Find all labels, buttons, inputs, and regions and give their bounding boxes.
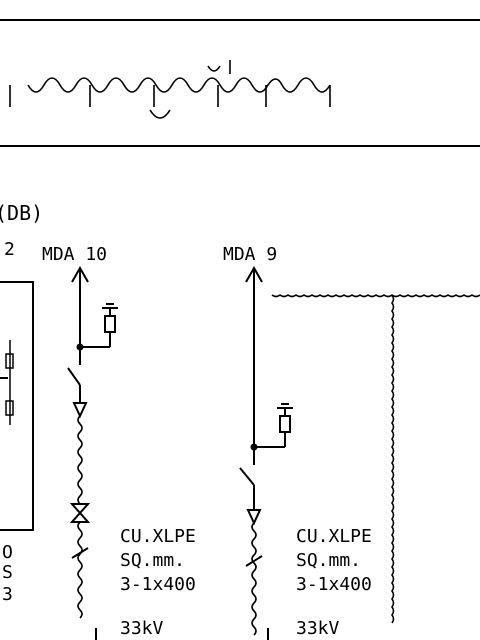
cable-icon bbox=[251, 522, 257, 636]
cable-voltage: 33kV bbox=[120, 618, 164, 639]
cable-size: 3-1x400 bbox=[120, 574, 196, 595]
surge-arrester-icon bbox=[104, 315, 116, 333]
cable-icon-lower bbox=[77, 521, 83, 619]
revision-cloud bbox=[271, 294, 480, 624]
left-fragment: 2 O S 3 bbox=[0, 239, 34, 605]
switch-icon bbox=[239, 467, 255, 486]
feeder-mda9: MDA 9 CU.XLPE SQ.mm. 3-1x400 33kV bbox=[223, 244, 372, 640]
surge-arrester-icon bbox=[279, 415, 291, 433]
cable-voltage: 33kV bbox=[296, 618, 340, 639]
switch-icon bbox=[67, 367, 81, 386]
title-script-stems bbox=[9, 85, 331, 107]
cable-size: 3-1x400 bbox=[296, 574, 372, 595]
left-fragment-top-char: 2 bbox=[4, 239, 15, 260]
cable-unit: SQ.mm. bbox=[296, 550, 361, 571]
title-block bbox=[0, 19, 480, 147]
left-panel-box bbox=[0, 281, 34, 531]
cable-slash bbox=[245, 555, 263, 567]
left-fragment-char-2: 3 bbox=[2, 584, 13, 605]
termination-icon bbox=[246, 509, 262, 526]
feeder-label: MDA 9 bbox=[223, 244, 277, 265]
cable-type: CU.XLPE bbox=[296, 526, 372, 547]
feeder-label: MDA 10 bbox=[42, 244, 107, 265]
title-script-marks bbox=[149, 60, 231, 119]
left-fragment-char-0: O bbox=[2, 542, 13, 563]
left-fragment-char-1: S bbox=[2, 562, 13, 583]
termination-icon bbox=[72, 402, 88, 419]
cable-slash bbox=[71, 547, 89, 559]
isolator-icon bbox=[69, 503, 91, 523]
note-fragment: (DB) bbox=[0, 201, 43, 225]
cable-icon bbox=[77, 415, 83, 505]
feeder-mda10: MDA 10 CU.XLPE SQ.m bbox=[42, 244, 196, 640]
title-script-glyphs bbox=[27, 77, 331, 93]
cable-unit: SQ.mm. bbox=[120, 550, 185, 571]
cable-type: CU.XLPE bbox=[120, 526, 196, 547]
